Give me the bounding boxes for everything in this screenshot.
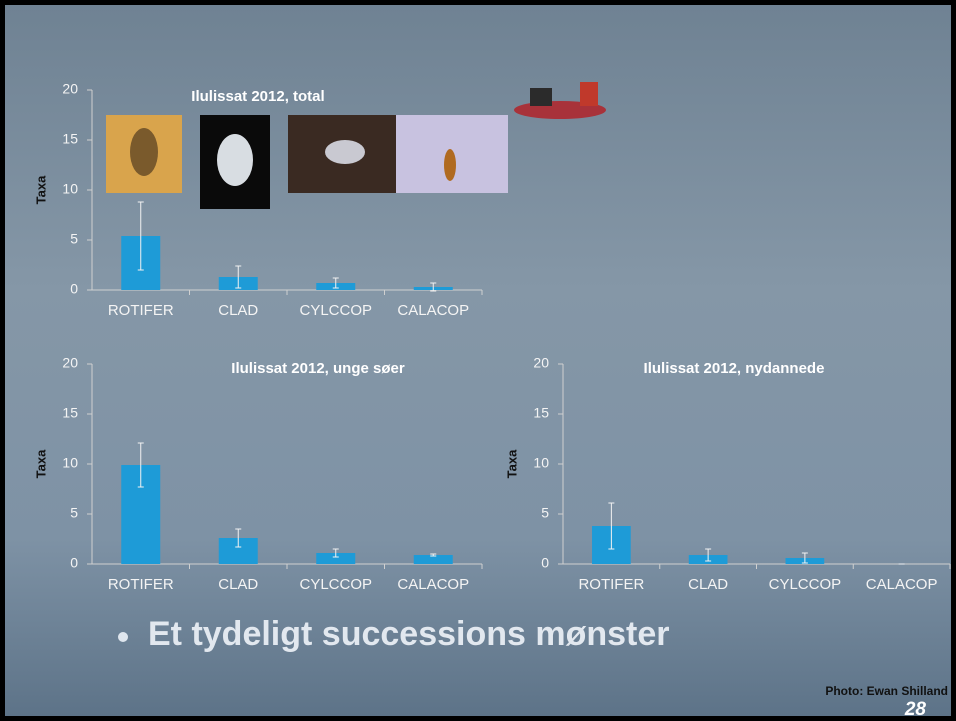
y-tick-label: 0 (541, 555, 549, 571)
y-axis-label: Taxa (33, 449, 48, 478)
y-tick-label: 20 (62, 355, 78, 371)
x-tick-label: CLAD (218, 302, 258, 319)
y-axis-label: Taxa (504, 449, 519, 478)
y-tick-label: 15 (533, 405, 549, 421)
y-axis-label: Taxa (33, 175, 48, 204)
x-tick-label: ROTIFER (108, 302, 174, 319)
y-tick-label: 5 (70, 505, 78, 521)
x-tick-label: CALACOP (866, 576, 938, 593)
x-tick-label: CLAD (218, 576, 258, 593)
y-tick-label: 15 (62, 131, 78, 147)
x-tick-label: ROTIFER (108, 576, 174, 593)
slide: Et tydeligt successions mønster Photo: E… (0, 0, 956, 721)
x-tick-label: CYLCCOP (769, 576, 842, 593)
chart-title: Ilulissat 2012, total (191, 88, 324, 105)
x-tick-label: CYLCCOP (299, 302, 372, 319)
bullet-text: Et tydeligt successions mønster (148, 615, 670, 653)
y-tick-label: 0 (70, 281, 78, 297)
chart-title: Ilulissat 2012, nydannede (644, 360, 825, 377)
y-tick-label: 10 (62, 181, 78, 197)
y-tick-label: 5 (70, 231, 78, 247)
x-tick-label: CLAD (688, 576, 728, 593)
y-tick-label: 15 (62, 405, 78, 421)
y-tick-label: 20 (533, 355, 549, 371)
x-tick-label: ROTIFER (578, 576, 644, 593)
chart-title: Ilulissat 2012, unge søer (231, 360, 405, 377)
y-tick-label: 20 (62, 81, 78, 97)
x-tick-label: CYLCCOP (299, 576, 372, 593)
bullet-dot (118, 632, 128, 642)
page-number: 28 (904, 699, 927, 720)
x-tick-label: CALACOP (397, 302, 469, 319)
y-tick-label: 10 (533, 455, 549, 471)
x-tick-label: CALACOP (397, 576, 469, 593)
photo-credit: Photo: Ewan Shilland (825, 684, 948, 698)
y-tick-label: 0 (70, 555, 78, 571)
y-tick-label: 10 (62, 455, 78, 471)
page: {"chart_data": [ {"type": "bar", "title"… (0, 0, 956, 721)
y-tick-label: 5 (541, 505, 549, 521)
